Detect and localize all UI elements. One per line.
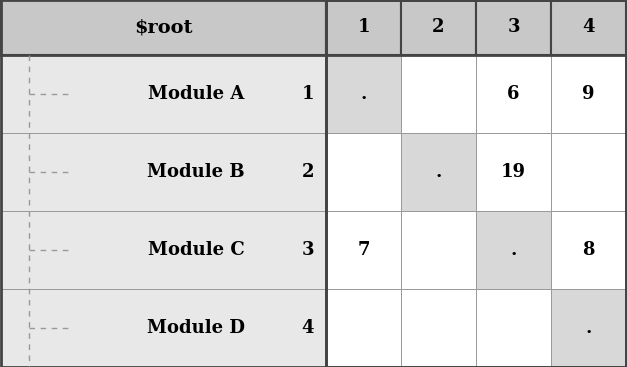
Bar — [476, 211, 551, 289]
Text: Module D: Module D — [147, 319, 245, 337]
Text: .: . — [435, 163, 441, 181]
Text: 2: 2 — [432, 18, 445, 36]
Text: 6: 6 — [507, 85, 520, 103]
Text: Module A: Module A — [148, 85, 244, 103]
Text: Module B: Module B — [147, 163, 245, 181]
Text: 4: 4 — [582, 18, 595, 36]
Bar — [326, 289, 401, 367]
Bar — [476, 289, 551, 367]
Bar — [551, 0, 626, 55]
Bar — [551, 211, 626, 289]
Bar — [476, 0, 551, 55]
Bar — [551, 133, 626, 211]
Bar — [326, 0, 401, 55]
Text: .: . — [586, 319, 592, 337]
Text: 1: 1 — [302, 85, 314, 103]
Bar — [401, 0, 476, 55]
Text: Module C: Module C — [147, 241, 245, 259]
Text: 1: 1 — [357, 18, 370, 36]
Bar — [551, 55, 626, 133]
Text: 3: 3 — [507, 18, 520, 36]
Bar — [401, 289, 476, 367]
Text: 8: 8 — [582, 241, 595, 259]
Bar — [401, 55, 476, 133]
Bar — [476, 55, 551, 133]
Bar — [551, 289, 626, 367]
Bar — [401, 211, 476, 289]
Bar — [1, 211, 326, 289]
Text: .: . — [510, 241, 517, 259]
Text: 7: 7 — [357, 241, 370, 259]
Bar — [401, 133, 476, 211]
Bar — [1, 55, 326, 133]
Bar — [326, 133, 401, 211]
Bar — [326, 211, 401, 289]
Text: 3: 3 — [302, 241, 314, 259]
Text: 4: 4 — [302, 319, 314, 337]
Text: 9: 9 — [582, 85, 595, 103]
Bar — [326, 55, 401, 133]
Bar — [1, 0, 326, 55]
Text: 19: 19 — [501, 163, 526, 181]
Text: $root: $root — [134, 18, 192, 36]
Bar — [1, 289, 326, 367]
Bar — [326, 0, 626, 367]
Bar — [1, 133, 326, 211]
Text: 2: 2 — [302, 163, 314, 181]
Text: .: . — [361, 85, 367, 103]
Bar — [476, 133, 551, 211]
